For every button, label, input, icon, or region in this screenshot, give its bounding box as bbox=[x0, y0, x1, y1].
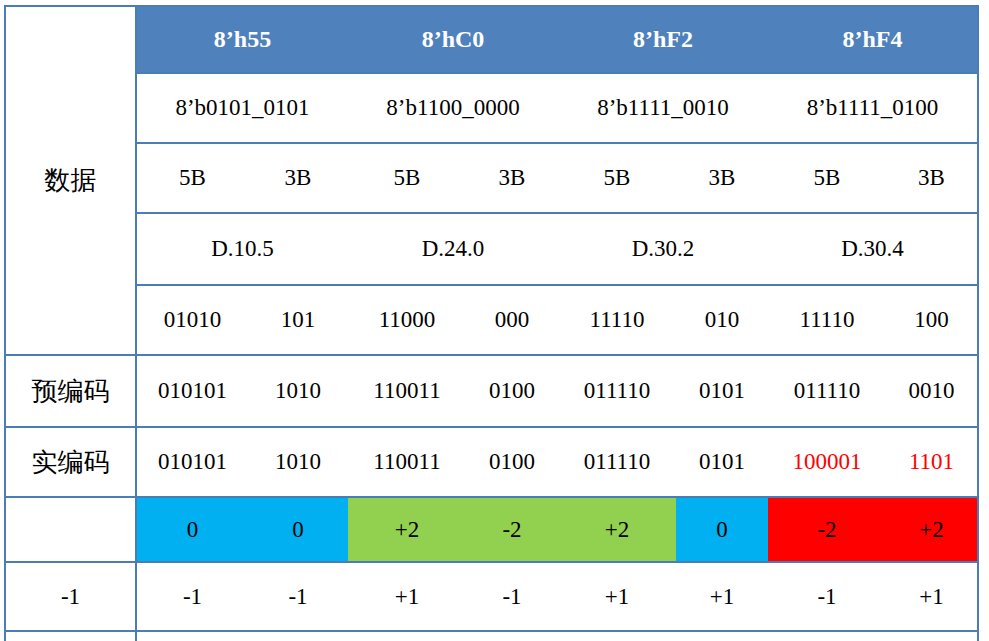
precode-cell: 0100 bbox=[466, 355, 558, 427]
binary-cell: 8’b1111_0100 bbox=[768, 73, 978, 143]
precode-cell: 010101 bbox=[136, 355, 248, 427]
disparity-cell: +2 bbox=[886, 497, 978, 562]
disparity-cell: +2 bbox=[558, 497, 676, 562]
split-cell: 5B bbox=[768, 143, 886, 213]
rd-cell: +1 bbox=[676, 562, 768, 631]
rd-cell: -1 bbox=[248, 562, 348, 631]
binary-cell: 8’b1100_0000 bbox=[348, 73, 558, 143]
header-cell: 8’hC0 bbox=[348, 6, 558, 73]
header-cell: 8’hF2 bbox=[558, 6, 768, 73]
binary-cell: 8’b1111_0010 bbox=[558, 73, 768, 143]
disparity-row: 0 0 +2 -2 +2 0 -2 +2 bbox=[5, 497, 978, 562]
disparity-cell: 0 bbox=[136, 497, 248, 562]
split-cell: 3B bbox=[886, 143, 978, 213]
bits-cell: 100 bbox=[886, 285, 978, 355]
row-label-encode: 实编码 bbox=[5, 427, 136, 497]
precode-cell: 0010 bbox=[886, 355, 978, 427]
binary-cell: 8’b0101_0101 bbox=[136, 73, 348, 143]
rd-cell: +1 bbox=[348, 562, 466, 631]
split-label-row: 5B 3B 5B 3B 5B 3B 5B 3B bbox=[5, 143, 978, 213]
row-label-precode: 预编码 bbox=[5, 355, 136, 427]
encode-cell: 0101 bbox=[676, 427, 768, 497]
precode-row: 预编码 010101 1010 110011 0100 011110 0101 … bbox=[5, 355, 978, 427]
disparity-cell: 0 bbox=[248, 497, 348, 562]
precode-cell: 0101 bbox=[676, 355, 768, 427]
encode-cell: 011110 bbox=[558, 427, 676, 497]
disparity-cell: -2 bbox=[768, 497, 886, 562]
encode-cell: 1010 bbox=[248, 427, 348, 497]
rd-cell: -1 bbox=[466, 562, 558, 631]
header-row: 数据 8’h55 8’hC0 8’hF2 8’hF4 bbox=[5, 6, 978, 73]
split-cell: 3B bbox=[248, 143, 348, 213]
row-label-disparity bbox=[5, 497, 136, 562]
split-cell: 5B bbox=[558, 143, 676, 213]
clipped-row bbox=[5, 631, 978, 641]
bits-cell: 11110 bbox=[558, 285, 676, 355]
encode-cell-error: 1101 bbox=[886, 427, 978, 497]
encoding-table: 数据 8’h55 8’hC0 8’hF2 8’hF4 8’b0101_0101 … bbox=[4, 5, 979, 641]
clipped-data-cell bbox=[136, 631, 978, 641]
bits-cell: 01010 bbox=[136, 285, 248, 355]
rd-cell: +1 bbox=[558, 562, 676, 631]
binary-row: 8’b0101_0101 8’b1100_0000 8’b1111_0010 8… bbox=[5, 73, 978, 143]
running-disparity-row: -1 -1 -1 +1 -1 +1 +1 -1 +1 bbox=[5, 562, 978, 631]
header-cell: 8’hF4 bbox=[768, 6, 978, 73]
bits-row: 01010 101 11000 000 11110 010 11110 100 bbox=[5, 285, 978, 355]
precode-cell: 011110 bbox=[768, 355, 886, 427]
dcode-cell: D.30.4 bbox=[768, 213, 978, 285]
row-label-initial-rd: -1 bbox=[5, 562, 136, 631]
dcode-cell: D.30.2 bbox=[558, 213, 768, 285]
dcode-cell: D.24.0 bbox=[348, 213, 558, 285]
encode-cell: 010101 bbox=[136, 427, 248, 497]
split-cell: 3B bbox=[676, 143, 768, 213]
precode-cell: 011110 bbox=[558, 355, 676, 427]
disparity-cell: +2 bbox=[348, 497, 466, 562]
dcode-row: D.10.5 D.24.0 D.30.2 D.30.4 bbox=[5, 213, 978, 285]
rd-cell: -1 bbox=[136, 562, 248, 631]
row-label-data: 数据 bbox=[5, 6, 136, 355]
bits-cell: 010 bbox=[676, 285, 768, 355]
disparity-cell: 0 bbox=[676, 497, 768, 562]
split-cell: 5B bbox=[136, 143, 248, 213]
encode-row: 实编码 010101 1010 110011 0100 011110 0101 … bbox=[5, 427, 978, 497]
split-cell: 3B bbox=[466, 143, 558, 213]
bits-cell: 11000 bbox=[348, 285, 466, 355]
bits-cell: 11110 bbox=[768, 285, 886, 355]
bits-cell: 000 bbox=[466, 285, 558, 355]
rd-cell: +1 bbox=[886, 562, 978, 631]
clipped-label-cell bbox=[5, 631, 136, 641]
encode-cell: 0100 bbox=[466, 427, 558, 497]
encode-cell-error: 100001 bbox=[768, 427, 886, 497]
precode-cell: 1010 bbox=[248, 355, 348, 427]
disparity-cell: -2 bbox=[466, 497, 558, 562]
dcode-cell: D.10.5 bbox=[136, 213, 348, 285]
rd-cell: -1 bbox=[768, 562, 886, 631]
header-cell: 8’h55 bbox=[136, 6, 348, 73]
bits-cell: 101 bbox=[248, 285, 348, 355]
split-cell: 5B bbox=[348, 143, 466, 213]
precode-cell: 110011 bbox=[348, 355, 466, 427]
encode-cell: 110011 bbox=[348, 427, 466, 497]
